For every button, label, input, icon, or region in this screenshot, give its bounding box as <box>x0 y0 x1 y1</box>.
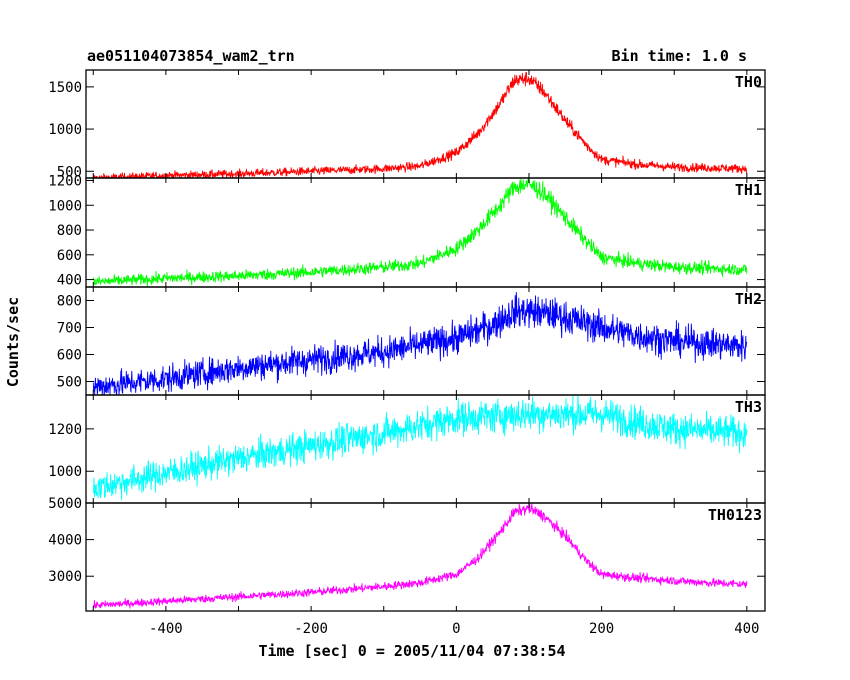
y-tick-label: 500 <box>57 164 82 180</box>
series-line-th2 <box>92 291 748 395</box>
x-tick-label: -400 <box>149 621 183 637</box>
panel-name-label: TH0 <box>735 73 762 91</box>
series-line-th0123 <box>92 503 748 609</box>
y-tick-label: 1200 <box>48 173 82 189</box>
y-tick-label: 500 <box>57 375 82 391</box>
y-tick-label: 4000 <box>48 533 82 549</box>
panel-name-label: TH3 <box>735 398 762 416</box>
y-tick-label: 1500 <box>48 80 82 96</box>
y-tick-label: 600 <box>57 348 82 364</box>
series-line-th3 <box>92 395 748 501</box>
panel-frame <box>85 502 766 612</box>
panel-name-label: TH2 <box>735 290 762 308</box>
panels-group: 500 1000 1500 TH0 400 600 800 1000 1200 TH1 500 600… <box>48 69 766 637</box>
series-line-th1 <box>92 178 748 287</box>
panel-th2: 500 600 700 800 TH2 <box>57 286 766 396</box>
x-tick-label: 200 <box>589 621 614 637</box>
x-tick-label: 400 <box>734 621 759 637</box>
y-tick-label: 800 <box>57 223 82 239</box>
panel-name-label: TH1 <box>735 181 762 199</box>
x-axis-label: Time [sec] 0 = 2005/11/04 07:38:54 <box>258 642 565 660</box>
y-tick-label: 1000 <box>48 122 82 138</box>
panel-name-label: TH0123 <box>708 506 762 524</box>
series-line-th0 <box>92 72 748 178</box>
panel-frame <box>85 177 766 288</box>
panel-th3: 1000 1200 TH3 <box>48 394 766 504</box>
x-tick-label: -200 <box>294 621 328 637</box>
y-tick-label: 600 <box>57 248 82 264</box>
y-tick-label: 1000 <box>48 198 82 214</box>
bin-time-label: Bin time: 1.0 s <box>612 47 747 65</box>
y-tick-label: 1000 <box>48 464 82 480</box>
panel-th1: 400 600 800 1000 1200 TH1 <box>48 173 766 289</box>
y-tick-label: 800 <box>57 294 82 310</box>
x-tick-label: 0 <box>452 621 460 637</box>
y-tick-label: 400 <box>57 273 82 289</box>
y-tick-label: 5000 <box>48 496 82 512</box>
y-tick-label: 3000 <box>48 569 82 585</box>
panel-th0123: 3000 4000 5000 TH0123 <box>48 496 766 612</box>
y-tick-label: 700 <box>57 321 82 337</box>
y-tick-label: 1200 <box>48 422 82 438</box>
panel-frame <box>85 394 766 504</box>
y-axis-label: Counts/sec <box>4 297 22 387</box>
panel-th0: 500 1000 1500 TH0 <box>48 69 766 180</box>
chart-title: ae051104073854_wam2_trn <box>87 47 295 65</box>
